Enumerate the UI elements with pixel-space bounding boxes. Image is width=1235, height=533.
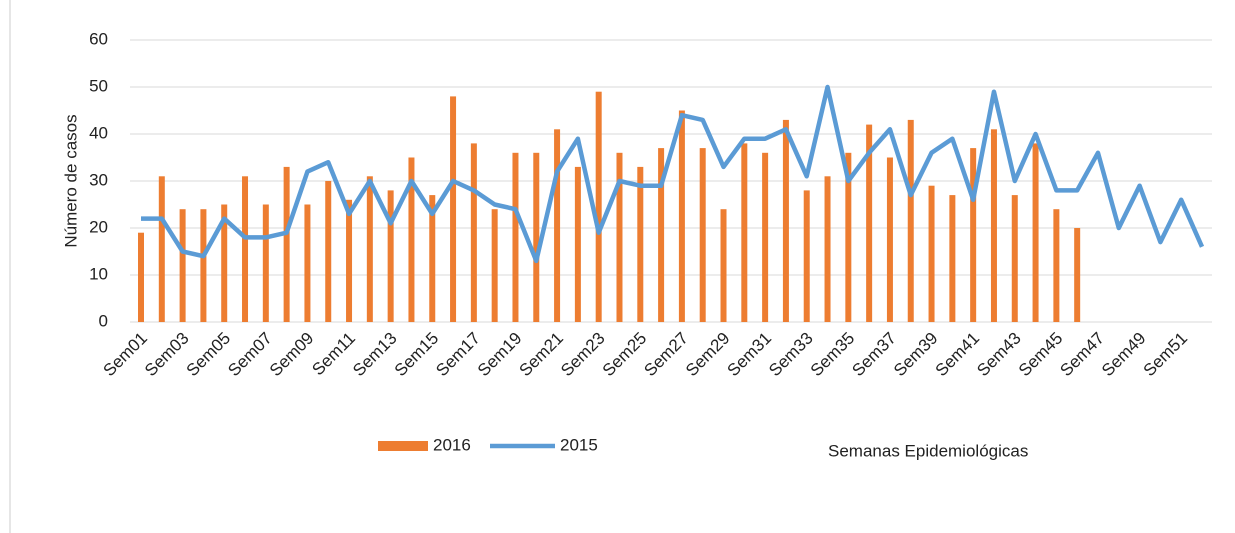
x-axis-label: Semanas Epidemiológicas bbox=[828, 441, 1028, 460]
legend-label: 2016 bbox=[433, 435, 471, 454]
x-tick-label: Sem41 bbox=[932, 329, 984, 381]
x-tick-label: Sem31 bbox=[724, 329, 776, 381]
bar bbox=[845, 152, 852, 322]
bar bbox=[970, 148, 977, 322]
x-tick-label: Sem11 bbox=[308, 329, 359, 380]
bar bbox=[450, 96, 457, 323]
bar bbox=[595, 91, 602, 322]
x-tick-label: Sem33 bbox=[765, 329, 817, 381]
bar bbox=[262, 204, 269, 322]
y-tick-label: 20 bbox=[89, 217, 108, 236]
bar bbox=[866, 124, 873, 322]
bar bbox=[720, 209, 727, 322]
bar bbox=[283, 166, 290, 322]
x-tick-label: Sem05 bbox=[183, 329, 235, 381]
y-tick-label: 40 bbox=[89, 123, 108, 142]
legend-swatch bbox=[378, 441, 428, 451]
x-tick-label: Sem47 bbox=[1056, 329, 1108, 381]
bar bbox=[741, 143, 748, 322]
bar bbox=[429, 195, 436, 322]
y-tick-label: 10 bbox=[89, 264, 108, 283]
x-tick-label: Sem27 bbox=[640, 329, 692, 381]
x-tick-label: Sem29 bbox=[682, 329, 734, 381]
x-tick-label: Sem37 bbox=[848, 329, 900, 381]
x-tick-label: Sem45 bbox=[1015, 329, 1067, 381]
bar bbox=[179, 209, 186, 322]
bar bbox=[949, 195, 956, 322]
bar bbox=[554, 129, 561, 322]
bar bbox=[304, 204, 311, 322]
y-tick-label: 60 bbox=[89, 29, 108, 48]
bar bbox=[886, 157, 893, 322]
bar bbox=[928, 185, 935, 322]
y-tick-label: 30 bbox=[89, 170, 108, 189]
bar bbox=[824, 176, 831, 322]
bar bbox=[366, 176, 373, 322]
x-tick-label: Sem21 bbox=[516, 329, 568, 381]
bar bbox=[782, 119, 789, 323]
bar bbox=[907, 119, 914, 323]
x-tick-label: Sem01 bbox=[99, 329, 151, 381]
bar bbox=[346, 199, 353, 322]
x-tick-label: Sem17 bbox=[432, 329, 484, 381]
y-tick-label: 50 bbox=[89, 76, 108, 95]
x-tick-label: Sem23 bbox=[557, 329, 609, 381]
bar bbox=[387, 190, 394, 322]
legend-label: 2015 bbox=[560, 435, 598, 454]
bar bbox=[658, 148, 665, 322]
bar bbox=[1032, 143, 1039, 322]
bar bbox=[637, 166, 644, 322]
bar bbox=[574, 166, 581, 322]
y-axis-label: Número de casos bbox=[61, 114, 80, 247]
x-tick-label: Sem51 bbox=[1140, 329, 1192, 381]
bar bbox=[242, 176, 249, 322]
bar bbox=[491, 209, 498, 322]
line bbox=[141, 84, 1205, 264]
x-tick-label: Sem09 bbox=[266, 329, 318, 381]
x-tick-label: Sem07 bbox=[224, 329, 276, 381]
bar bbox=[138, 232, 144, 322]
bar bbox=[1011, 195, 1018, 322]
bar bbox=[158, 176, 165, 322]
x-tick-label: Sem03 bbox=[141, 329, 193, 381]
x-tick-label: Sem49 bbox=[1098, 329, 1150, 381]
x-tick-label: Sem13 bbox=[349, 329, 401, 381]
bar bbox=[533, 152, 540, 322]
x-tick-label: Sem19 bbox=[474, 329, 526, 381]
x-tick-label: Sem15 bbox=[391, 329, 443, 381]
x-tick-label: Sem35 bbox=[807, 329, 859, 381]
bar bbox=[762, 152, 769, 322]
bar bbox=[803, 190, 810, 322]
bar bbox=[470, 143, 477, 322]
bar bbox=[221, 204, 228, 322]
x-tick-label: Sem43 bbox=[973, 329, 1025, 381]
bar bbox=[512, 152, 519, 322]
bar bbox=[200, 209, 207, 322]
y-tick-label: 0 bbox=[99, 311, 108, 330]
bar bbox=[1053, 209, 1060, 322]
x-tick-label: Sem39 bbox=[890, 329, 942, 381]
bar bbox=[990, 129, 997, 322]
bar bbox=[699, 148, 706, 322]
bar bbox=[678, 110, 685, 322]
bar bbox=[616, 152, 623, 322]
x-tick-label: Sem25 bbox=[599, 329, 651, 381]
bar bbox=[1074, 228, 1081, 322]
bar bbox=[408, 157, 415, 322]
bar bbox=[325, 181, 332, 322]
